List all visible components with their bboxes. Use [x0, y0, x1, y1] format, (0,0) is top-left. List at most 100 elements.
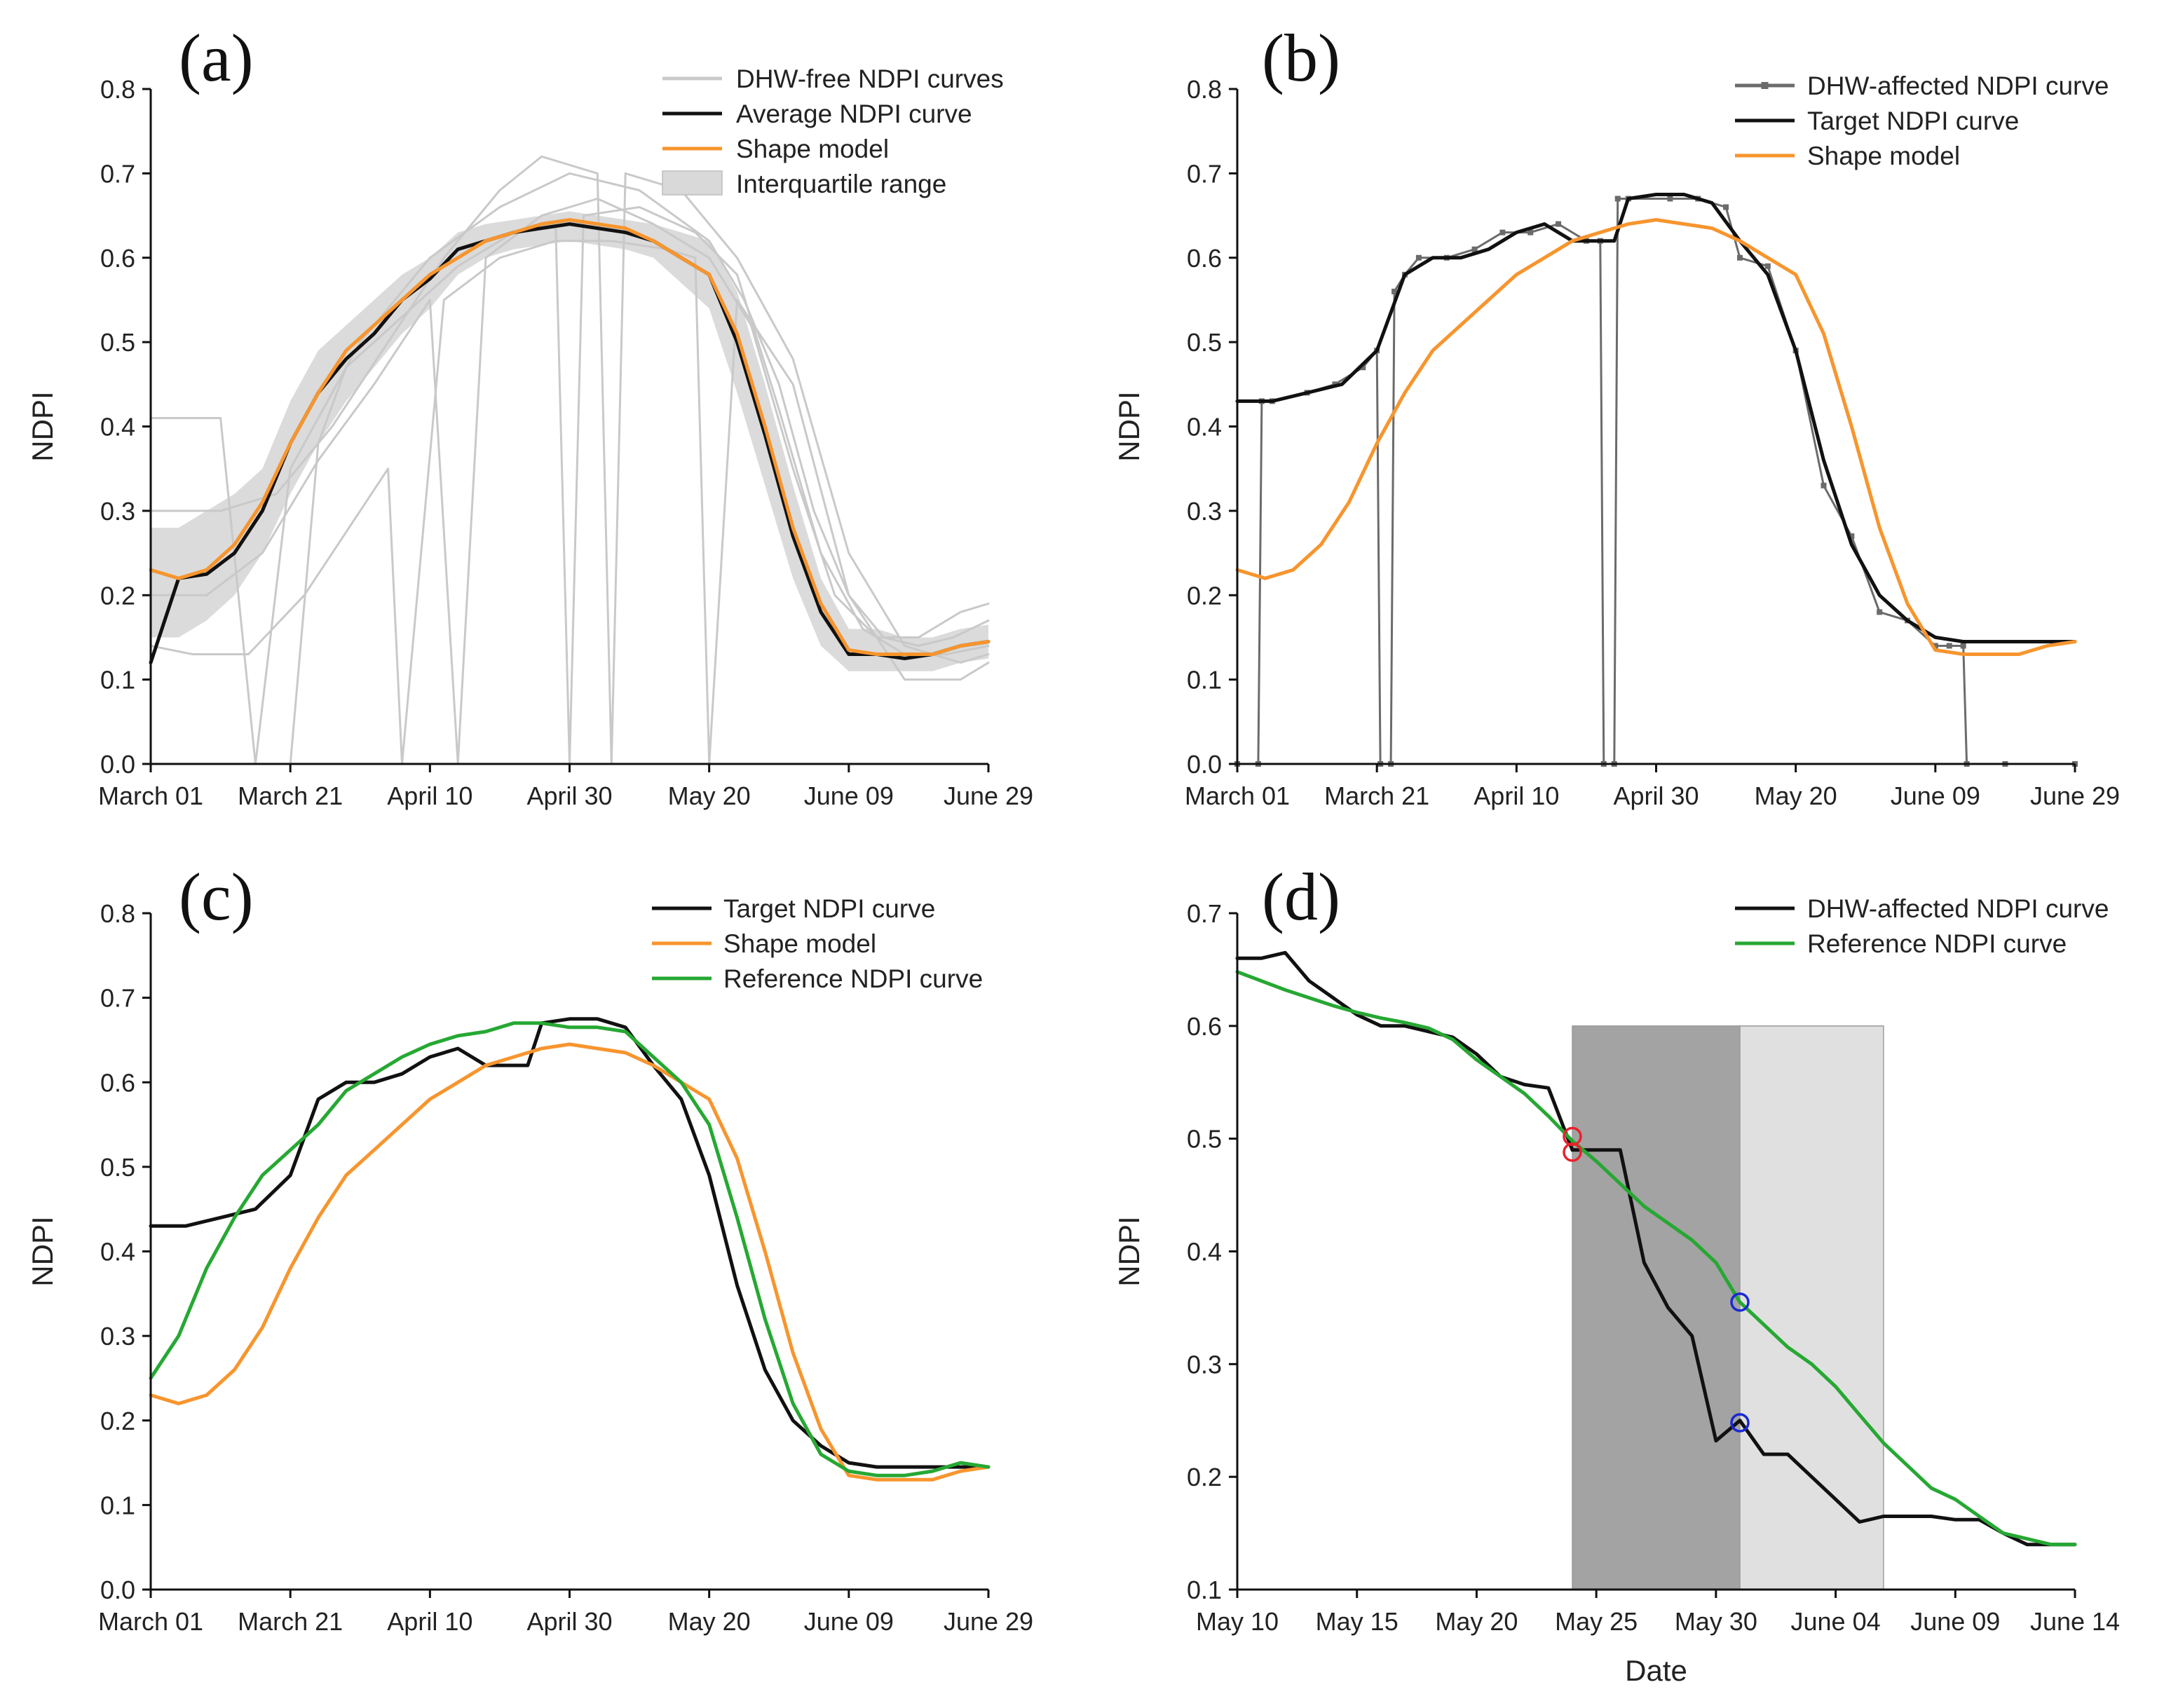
affected-point	[1764, 263, 1771, 269]
chart-panel-1: 0.0 0.1 0.2 0.3 0.4 0.5 0.6 0.7 0.8 March 01 March…	[26, 20, 1033, 810]
y-tick-label: 0.5	[100, 1153, 135, 1182]
panel-label: (c)	[179, 859, 254, 934]
affected-point	[1415, 254, 1422, 261]
x-tick-label: April 30	[526, 1607, 612, 1636]
series-dhw-free-curve-4	[149, 240, 990, 765]
x-tick-label: April 10	[387, 1607, 472, 1636]
x-tick-label: March 01	[98, 781, 203, 810]
circle-marker-2	[1563, 1142, 1582, 1162]
y-tick-label: 0.7	[100, 984, 135, 1013]
y-tick-label: 0.5	[100, 328, 135, 357]
y-axis-title: NDPI	[1112, 391, 1145, 461]
affected-point	[1821, 482, 1827, 489]
panel-label: (b)	[1262, 20, 1340, 95]
affected-point	[1527, 229, 1534, 235]
x-tick-label: March 01	[1185, 781, 1290, 810]
x-tick-label: May 30	[1675, 1607, 1757, 1636]
affected-point	[1849, 533, 1855, 539]
x-tick-label: March 21	[238, 1607, 343, 1636]
x-tick-label: May 10	[1196, 1607, 1279, 1636]
panel-label: (d)	[1262, 859, 1340, 934]
y-tick-label: 0.4	[100, 413, 135, 442]
series-shape-model	[1235, 218, 2077, 656]
series-reference-ndpi-curve	[1235, 970, 2077, 1547]
affected-point	[1499, 229, 1506, 235]
y-tick-label: 0.4	[100, 1238, 135, 1266]
y-tick-label: 0.3	[100, 1322, 135, 1351]
y-tick-label: 0.3	[1187, 1350, 1222, 1379]
shaded-region-2	[1739, 1025, 1884, 1590]
affected-point	[1471, 246, 1478, 252]
affected-point	[1960, 643, 1966, 649]
iqr-band	[151, 211, 988, 671]
x-tick-label: June 29	[2030, 781, 2120, 810]
y-tick-label: 0.6	[1187, 244, 1222, 273]
affected-point	[1932, 643, 1938, 649]
y-tick-label: 0.4	[1187, 413, 1222, 442]
x-axis-title: Date	[1625, 1654, 1687, 1687]
y-tick-label: 0.6	[100, 1068, 135, 1097]
x-tick-label: March 21	[1324, 781, 1429, 810]
affected-point	[1877, 609, 1883, 615]
series-dhw-affected-ndpi-curve	[1235, 950, 2077, 1547]
x-tick-label: May 20	[668, 1607, 751, 1636]
y-tick-label: 0.5	[1187, 328, 1222, 357]
legend-swatch	[662, 170, 723, 196]
chart-panel-4: 0.1 0.2 0.3 0.4 0.5 0.6 0.7 May 10 May 15 May 20 M…	[1112, 859, 2120, 1687]
y-tick-label: 0.1	[1187, 1576, 1222, 1604]
series-dhw-free-curve-5	[149, 155, 990, 765]
circle-marker-4	[1730, 1413, 1750, 1433]
y-tick-label: 0.8	[100, 899, 135, 928]
affected-point	[1556, 221, 1562, 227]
series-dhw-affected-ndpi-curve	[1236, 198, 2076, 765]
x-tick-label: June 09	[1891, 781, 1980, 810]
y-tick-label: 0.8	[1187, 75, 1222, 104]
affected-point	[1737, 254, 1743, 261]
legend-label: DHW-affected NDPI curve	[1807, 71, 2109, 100]
legend-label: Interquartile range	[736, 170, 946, 198]
x-tick-label: June 29	[944, 1607, 1033, 1636]
chart-panel-3: 0.0 0.1 0.2 0.3 0.4 0.5 0.6 0.7 0.8 March 01 March…	[26, 859, 1033, 1636]
legend-label: DHW-free NDPI curves	[736, 64, 1004, 93]
x-tick-label: April 10	[387, 781, 472, 810]
y-axis-title: NDPI	[1112, 1216, 1145, 1286]
x-tick-label: May 25	[1555, 1607, 1638, 1636]
x-tick-label: June 09	[1910, 1607, 2000, 1636]
legend-label: Shape model	[723, 929, 876, 958]
x-tick-label: May 20	[1435, 1607, 1518, 1636]
y-tick-label: 0.7	[1187, 159, 1222, 188]
x-tick-label: June 09	[804, 781, 894, 810]
panel-label: (a)	[179, 20, 254, 95]
chart-panel-2: 0.0 0.1 0.2 0.3 0.4 0.5 0.6 0.7 0.8 March 01 March…	[1112, 20, 2120, 810]
y-tick-label: 0.2	[1187, 581, 1222, 610]
affected-point	[1391, 288, 1398, 294]
y-tick-label: 0.6	[100, 244, 135, 273]
x-tick-label: May 15	[1316, 1607, 1399, 1636]
y-tick-label: 0.8	[100, 75, 135, 104]
y-tick-label: 0.4	[1187, 1238, 1222, 1266]
legend-label: Shape model	[736, 135, 889, 163]
shaded-region-1	[1572, 1025, 1741, 1590]
y-tick-label: 0.2	[1187, 1463, 1222, 1491]
affected-point	[1360, 364, 1366, 371]
affected-point	[1723, 204, 1729, 210]
series-reference-ndpi-curve	[149, 1021, 991, 1477]
legend-label: DHW-affected NDPI curve	[1807, 894, 2109, 923]
y-tick-label: 0.5	[1187, 1125, 1222, 1154]
x-tick-label: June 14	[2030, 1607, 2120, 1636]
x-tick-label: June 29	[944, 781, 1033, 810]
x-tick-label: April 30	[1613, 781, 1699, 810]
y-axis-title: NDPI	[26, 391, 59, 461]
y-tick-label: 0.1	[100, 1491, 135, 1519]
affected-point	[1946, 643, 1952, 649]
series-shape-model	[149, 218, 991, 656]
legend-label: Shape model	[1807, 142, 1960, 170]
series-target-ndpi-curve	[1235, 193, 2077, 643]
series-target-ndpi-curve	[149, 1017, 991, 1469]
y-tick-label: 0.2	[100, 1407, 135, 1435]
series-dhw-free-curve-3	[149, 206, 990, 765]
x-tick-label: April 10	[1474, 781, 1559, 810]
y-tick-label: 0.1	[100, 666, 135, 695]
affected-point	[1667, 196, 1673, 202]
